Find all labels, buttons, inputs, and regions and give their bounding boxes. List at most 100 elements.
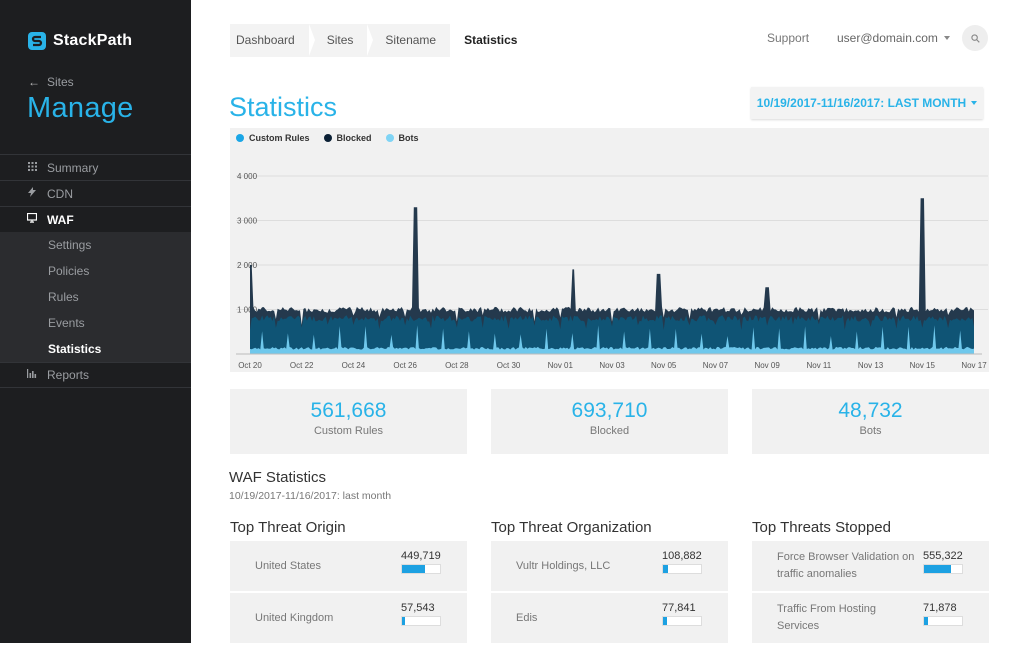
y-tick-label: 1 000: [237, 306, 258, 315]
waf-statistics-title: WAF Statistics: [229, 469, 326, 486]
total-card-bots: 48,732 Bots: [752, 389, 989, 454]
total-label: Custom Rules: [313, 425, 384, 437]
logo[interactable]: StackPath: [27, 31, 132, 51]
row-bar: [662, 616, 702, 626]
series-area-blocked: [250, 198, 974, 354]
list-item[interactable]: Vultr Holdings, LLC 108,882: [491, 541, 728, 591]
y-tick-label: 2 000: [237, 261, 258, 270]
panel-title: Top Threat Origin: [230, 519, 346, 536]
back-to-sites-link[interactable]: ← Sites: [28, 75, 74, 89]
list-item[interactable]: United Kingdom 57,543: [230, 593, 467, 643]
breadcrumb-current: Statistics: [450, 24, 532, 57]
total-value: 693,710: [571, 399, 648, 422]
row-name: United Kingdom: [255, 611, 334, 624]
panel-title: Top Threats Stopped: [752, 519, 891, 536]
breadcrumb: Dashboard Sites Sitename Statistics: [230, 24, 532, 57]
list-item[interactable]: Force Browser Validation on traffic anom…: [752, 541, 989, 591]
chevron-down-icon: [971, 101, 978, 105]
panel-top-threats-stopped: Top Threats Stopped Force Browser Valida…: [752, 519, 989, 645]
x-tick-label: Nov 01: [548, 361, 574, 370]
x-tick-label: Nov 09: [754, 361, 780, 370]
panel-title: Top Threat Organization: [491, 519, 652, 536]
x-tick-label: Oct 22: [290, 361, 314, 370]
x-tick-label: Nov 03: [599, 361, 625, 370]
row-bar-fill: [663, 565, 669, 573]
sidebar-item-reports[interactable]: Reports: [0, 362, 191, 388]
x-tick-label: Oct 24: [342, 361, 366, 370]
legend-dot: [323, 134, 332, 142]
back-label: Sites: [47, 75, 74, 89]
sidebar-item-label: Summary: [47, 160, 99, 175]
statistics-chart: 4 000 3 000 2 000 1 000 Oct 20 Oct 22 Oct 24 Oc…: [230, 128, 989, 372]
x-tick-label: Oct 26: [393, 361, 417, 370]
sidebar-subitem-policies[interactable]: Policies: [48, 264, 90, 278]
stackpath-logo-icon: [28, 32, 46, 50]
row-name: United States: [255, 559, 322, 572]
date-range-dropdown[interactable]: 10/19/2017-11/16/2017: LAST MONTH: [751, 87, 983, 119]
breadcrumb-sites[interactable]: Sites: [309, 24, 374, 57]
sidebar-subitem-settings[interactable]: Settings: [48, 238, 92, 252]
row-value: 57,543: [401, 602, 435, 614]
list-item[interactable]: Edis 77,841: [491, 593, 728, 643]
total-label: Bots: [859, 425, 882, 437]
sidebar-nav: Summary CDN WAF Settings Policies Rules …: [0, 154, 191, 388]
legend-label: Custom Rules: [249, 133, 310, 143]
list-item[interactable]: Traffic From Hosting Services 71,878: [752, 593, 989, 643]
legend-label: Blocked: [336, 133, 372, 143]
sidebar-item-summary[interactable]: Summary: [0, 154, 191, 180]
monitor-icon: [26, 212, 38, 226]
total-card-custom-rules: 561,668 Custom Rules: [230, 389, 467, 454]
total-card-blocked: 693,710 Blocked: [491, 389, 728, 454]
y-tick-label: 4 000: [237, 172, 258, 181]
sidebar-title: Manage: [27, 92, 134, 124]
breadcrumb-dashboard[interactable]: Dashboard: [230, 24, 315, 57]
x-tick-label: Nov 17: [961, 361, 987, 370]
sidebar-subitem-statistics[interactable]: Statistics: [48, 342, 102, 356]
chevron-down-icon: [943, 36, 950, 40]
arrow-left-icon: ←: [28, 75, 40, 89]
x-tick-label: Nov 11: [806, 361, 831, 370]
legend-label: Bots: [398, 133, 419, 143]
date-range-label: 10/19/2017-11/16/2017: LAST MONTH: [756, 96, 967, 110]
sidebar: StackPath ← Sites Manage Summary CDN WAF…: [0, 0, 191, 643]
search-button[interactable]: [962, 25, 988, 51]
x-tick-label: Nov 13: [858, 361, 884, 370]
legend-item[interactable]: Blocked: [323, 133, 372, 143]
legend-item[interactable]: Bots: [385, 133, 419, 143]
row-bar-fill: [924, 565, 952, 573]
x-tick-label: Nov 15: [910, 361, 936, 370]
row-value: 108,882: [662, 550, 702, 562]
support-link[interactable]: Support: [767, 31, 810, 45]
bar-chart-icon: [27, 369, 37, 381]
x-tick-label: Nov 07: [703, 361, 729, 370]
bolt-icon: [27, 187, 37, 200]
y-tick-label: 3 000: [237, 217, 258, 226]
x-tick-label: Nov 05: [651, 361, 677, 370]
grid-icon: [27, 161, 37, 174]
legend-dot: [385, 134, 394, 142]
row-bar-fill: [663, 617, 667, 625]
row-bar: [662, 564, 702, 574]
list-item[interactable]: United States 449,719: [230, 541, 467, 591]
sidebar-subitem-events[interactable]: Events: [48, 316, 85, 330]
row-name: Traffic From Hosting Services: [777, 603, 877, 632]
total-value: 48,732: [838, 399, 903, 422]
sidebar-item-label: Reports: [47, 368, 90, 382]
user-menu[interactable]: user@domain.com: [837, 31, 950, 45]
breadcrumb-sitename[interactable]: Sitename: [367, 24, 456, 57]
x-tick-label: Oct 20: [238, 361, 262, 370]
row-bar: [923, 564, 963, 574]
row-bar-fill: [924, 617, 928, 625]
series-area-custom-rules: [250, 315, 974, 354]
sidebar-item-waf[interactable]: WAF: [0, 206, 191, 232]
sidebar-item-label: WAF: [47, 212, 74, 227]
row-bar: [923, 616, 963, 626]
row-name: Vultr Holdings, LLC: [516, 559, 611, 572]
sidebar-item-cdn[interactable]: CDN: [0, 180, 191, 206]
sidebar-subitem-rules[interactable]: Rules: [48, 290, 79, 304]
legend-item[interactable]: Custom Rules: [236, 133, 310, 143]
x-tick-label: Oct 28: [445, 361, 469, 370]
row-value: 71,878: [923, 602, 957, 614]
row-name: Force Browser Validation on traffic anom…: [777, 551, 915, 580]
x-tick-label: Oct 30: [497, 361, 521, 370]
